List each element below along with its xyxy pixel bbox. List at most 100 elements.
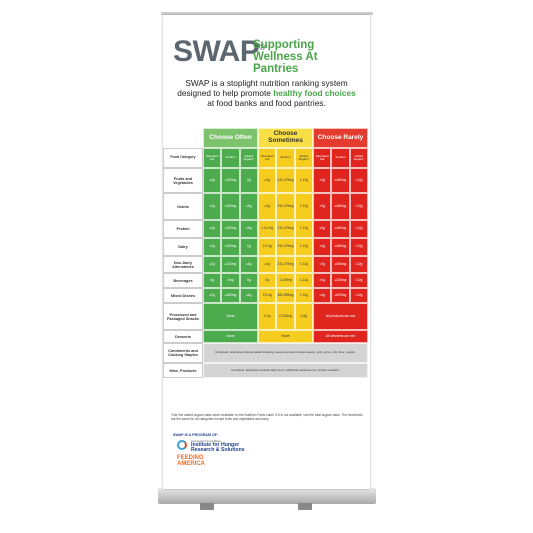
threshold-cell: ≥5g — [313, 220, 332, 238]
threshold-cell: 0g — [239, 168, 258, 193]
threshold-cell: 0g — [258, 273, 277, 288]
threshold-cell: 2.5-4.5g — [258, 220, 277, 238]
row-category: Grains — [163, 193, 203, 220]
row-category: Beverages — [163, 273, 203, 288]
threshold-cell: 0mg — [221, 273, 240, 288]
threshold-cell: ≤230mg — [221, 168, 240, 193]
threshold-cell: 1-149mg — [276, 273, 295, 288]
threshold-cell: >4g — [313, 238, 332, 256]
brand-text: SWAP — [173, 35, 260, 68]
threshold-cell: ≥480mg — [331, 256, 350, 273]
threshold-cell: >12g — [349, 168, 368, 193]
threshold-cell: ≥480mg — [331, 168, 350, 193]
row-category: Fruits and Vegetables — [163, 168, 203, 193]
row-category: Desserts — [163, 330, 203, 343]
threshold-cell: >0g — [313, 273, 332, 288]
threshold-cell: 0-2g — [258, 303, 277, 330]
threshold-cell: 231-479mg — [276, 256, 295, 273]
threshold-cell: 0-230mg — [276, 303, 295, 330]
threshold-cell: 481-599mg — [276, 288, 295, 303]
threshold-cell: 7-12g — [294, 193, 313, 220]
top-rail — [161, 12, 373, 15]
threshold-cell: 231-479mg — [276, 168, 295, 193]
threshold-cell: ≤6g — [239, 220, 258, 238]
threshold-cell: ≤230mg — [221, 220, 240, 238]
intro-text: SWAP is a stoplight nutrition ranking sy… — [177, 78, 348, 98]
intro-highlight: healthy food choices — [273, 87, 356, 98]
row-category: Processed and Packaged Snacks — [163, 303, 203, 330]
column-header: Saturated Fat — [258, 148, 277, 168]
stand-base — [158, 488, 376, 504]
threshold-cell: 0-6g — [294, 303, 313, 330]
threshold-cell: 1-12g — [294, 168, 313, 193]
row-note: Unranked. Examples include salad dressin… — [203, 343, 368, 363]
threshold-cell: 1-12g — [294, 238, 313, 256]
threshold-cell: ≤2g — [258, 168, 277, 193]
threshold-cell: ≤2g — [203, 193, 222, 220]
threshold-cell: >12g — [349, 288, 368, 303]
column-header: Added Sugars* — [349, 148, 368, 168]
footnote: *Use the added sugars value when availab… — [171, 413, 363, 422]
feeding-america-logo: FEEDING AMERICA — [177, 455, 205, 468]
threshold-cell: ≥600mg — [331, 288, 350, 303]
column-header: Sodium — [331, 148, 350, 168]
group-header: Choose Sometimes — [258, 128, 313, 148]
banner: SWAP® Supporting Wellness At Pantries SW… — [163, 15, 370, 489]
threshold-cell: ≤2g — [203, 238, 222, 256]
row-category: Misc. Products — [163, 363, 203, 378]
partner2-top: FEEDING — [177, 455, 204, 461]
threshold-cell: 0g — [239, 273, 258, 288]
threshold-cell: ≤230mg — [221, 193, 240, 220]
row-category: Condiments and Cooking Staples — [163, 343, 203, 363]
threshold-cell: ≥150mg — [331, 273, 350, 288]
threshold-cell: ≥480mg — [331, 220, 350, 238]
partner-logo — [177, 440, 187, 450]
partner: Institute for Hunger Research & Solution… — [191, 442, 245, 454]
intro-text: at food banks and food pantries. — [207, 97, 326, 108]
threshold-cell: >12g — [349, 193, 368, 220]
stand-foot — [200, 503, 214, 510]
threshold-cell: 231-479mg — [276, 193, 295, 220]
group-header: Choose Often — [203, 128, 258, 148]
threshold-cell: ≤2g — [258, 256, 277, 273]
threshold-cell: ≤6g — [239, 193, 258, 220]
intro: SWAP is a stoplight nutrition ranking sy… — [173, 78, 360, 109]
column-header: Added Sugars* — [294, 148, 313, 168]
row-category: Protein — [163, 220, 203, 238]
stand-foot — [298, 503, 312, 510]
row-category: Mixed Dishes — [163, 288, 203, 303]
threshold-cell: 0g — [239, 238, 258, 256]
threshold-cell: >2g — [313, 168, 332, 193]
threshold-cell: ≥480mg — [331, 193, 350, 220]
column-header: Saturated Fat — [203, 148, 222, 168]
threshold-cell: ≤6g — [239, 256, 258, 273]
brand: SWAP® — [173, 35, 265, 69]
column-header: Saturated Fat — [313, 148, 332, 168]
column-header: Added Sugars* — [239, 148, 258, 168]
threshold-cell: ≤2g — [203, 220, 222, 238]
threshold-cell: ≤2g — [203, 288, 222, 303]
threshold-cell: 1-12g — [294, 273, 313, 288]
partner2-bottom: AMERICA — [177, 461, 205, 468]
threshold-cell: 2.5-4g — [258, 238, 277, 256]
brand-mark: ® — [259, 43, 265, 52]
threshold-cell: ≤2g — [258, 193, 277, 220]
threshold-cell: 231-479mg — [276, 220, 295, 238]
threshold-cell: 7-12g — [294, 288, 313, 303]
threshold-cell: 7-12g — [294, 220, 313, 238]
threshold-cell: >2g — [313, 256, 332, 273]
row-category: Non-Dairy Alternatives — [163, 256, 203, 273]
threshold-cell: 0g — [203, 273, 222, 288]
row-category: Dairy — [163, 238, 203, 256]
threshold-cell: >12g — [349, 220, 368, 238]
column-header: Sodium — [221, 148, 240, 168]
partner-small: Connecticut Food Share — [191, 439, 222, 443]
threshold-cell: ≤230mg — [221, 256, 240, 273]
column-header: Food Category — [163, 148, 203, 168]
column-header: Sodium — [276, 148, 295, 168]
threshold-cell: All desserts are red — [313, 330, 368, 343]
threshold-cell: 231-479mg — [276, 238, 295, 256]
threshold-cell: None — [258, 330, 313, 343]
threshold-cell: >2g — [313, 193, 332, 220]
